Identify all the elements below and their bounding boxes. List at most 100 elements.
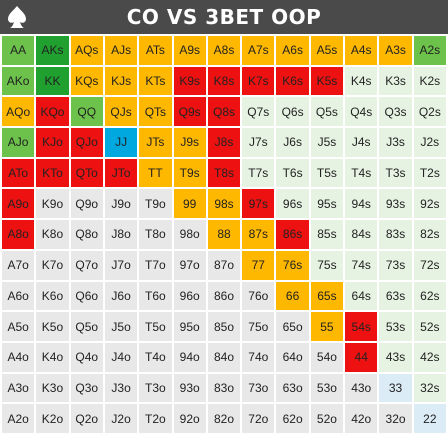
hand-cell[interactable]: 94s (345, 189, 378, 219)
hand-cell[interactable]: Q8o (70, 220, 103, 249)
hand-cell[interactable]: 93o (173, 373, 206, 403)
hand-cell[interactable]: J9o (104, 189, 138, 219)
hand-cell[interactable]: T8s (207, 158, 241, 188)
hand-cell[interactable]: J8s (207, 128, 241, 157)
hand-cell[interactable]: 95o (173, 312, 206, 341)
hand-cell[interactable]: 82s (413, 220, 446, 249)
hand-cell[interactable]: J5s (310, 128, 344, 157)
hand-cell[interactable]: 95s (310, 189, 344, 219)
hand-cell[interactable]: KQs (70, 66, 103, 96)
hand-cell[interactable]: T6o (139, 281, 172, 311)
hand-cell[interactable]: K5o (36, 312, 69, 341)
hand-cell[interactable]: KTo (36, 158, 69, 188)
hand-cell[interactable]: T3s (379, 158, 412, 188)
hand-cell[interactable]: A3o (2, 373, 35, 403)
hand-cell[interactable]: 62s (413, 281, 446, 311)
hand-cell[interactable]: Q2o (70, 404, 103, 433)
hand-cell[interactable]: 84o (207, 342, 241, 372)
hand-cell[interactable]: 73o (242, 373, 275, 403)
hand-cell[interactable]: K3s (379, 66, 412, 96)
hand-cell[interactable]: J7o (104, 250, 138, 280)
hand-cell[interactable]: Q9o (70, 189, 103, 219)
hand-cell[interactable]: J4s (345, 128, 378, 157)
hand-cell[interactable]: A4o (2, 342, 35, 372)
hand-cell[interactable]: Q7o (70, 250, 103, 280)
hand-cell[interactable]: 32o (379, 404, 412, 433)
hand-cell[interactable]: KQo (36, 97, 69, 127)
hand-cell[interactable]: 98o (173, 220, 206, 249)
hand-cell[interactable]: K2s (413, 66, 446, 96)
hand-cell[interactable]: Q9s (173, 97, 206, 127)
hand-cell[interactable]: 77 (242, 250, 275, 280)
hand-cell[interactable]: 75o (242, 312, 275, 341)
hand-cell[interactable]: J9s (173, 128, 206, 157)
hand-cell[interactable]: K6s (276, 66, 309, 96)
hand-cell[interactable]: K8o (36, 220, 69, 249)
hand-cell[interactable]: A6o (2, 281, 35, 311)
hand-cell[interactable]: J3o (104, 373, 138, 403)
hand-cell[interactable]: TT (139, 158, 172, 188)
hand-cell[interactable]: JJ (104, 128, 138, 157)
hand-cell[interactable]: J6s (276, 128, 309, 157)
hand-cell[interactable]: 52s (413, 312, 446, 341)
hand-cell[interactable]: J2s (413, 128, 446, 157)
hand-cell[interactable]: Q6o (70, 281, 103, 311)
hand-cell[interactable]: 73s (379, 250, 412, 280)
hand-cell[interactable]: A9o (2, 189, 35, 219)
hand-cell[interactable]: T2s (413, 158, 446, 188)
hand-cell[interactable]: ATs (139, 36, 172, 65)
hand-cell[interactable]: A3s (379, 36, 412, 65)
hand-cell[interactable]: 86o (207, 281, 241, 311)
hand-cell[interactable]: 96s (276, 189, 309, 219)
hand-cell[interactable]: A7s (242, 36, 275, 65)
hand-cell[interactable]: Q5o (70, 312, 103, 341)
hand-cell[interactable]: QJs (104, 97, 138, 127)
hand-cell[interactable]: J5o (104, 312, 138, 341)
hand-cell[interactable]: 93s (379, 189, 412, 219)
hand-cell[interactable]: 92s (413, 189, 446, 219)
hand-cell[interactable]: 88 (207, 220, 241, 249)
hand-cell[interactable]: A5s (310, 36, 344, 65)
hand-cell[interactable]: J6o (104, 281, 138, 311)
hand-cell[interactable]: A8s (207, 36, 241, 65)
hand-cell[interactable]: K7o (36, 250, 69, 280)
hand-cell[interactable]: T9s (173, 158, 206, 188)
hand-cell[interactable]: AKs (36, 36, 69, 65)
hand-cell[interactable]: A6s (276, 36, 309, 65)
hand-cell[interactable]: 63s (379, 281, 412, 311)
hand-cell[interactable]: 99 (173, 189, 206, 219)
hand-cell[interactable]: 74s (345, 250, 378, 280)
hand-cell[interactable]: K4s (345, 66, 378, 96)
hand-cell[interactable]: 53s (379, 312, 412, 341)
hand-cell[interactable]: JTs (139, 128, 172, 157)
hand-cell[interactable]: A2o (2, 404, 35, 433)
hand-cell[interactable]: QTs (139, 97, 172, 127)
hand-cell[interactable]: 83o (207, 373, 241, 403)
hand-cell[interactable]: 42o (345, 404, 378, 433)
hand-cell[interactable]: 85o (207, 312, 241, 341)
hand-cell[interactable]: K4o (36, 342, 69, 372)
hand-cell[interactable]: 22 (413, 404, 446, 433)
hand-cell[interactable]: 76s (276, 250, 309, 280)
hand-cell[interactable]: 62o (276, 404, 309, 433)
hand-cell[interactable]: QQ (70, 97, 103, 127)
hand-cell[interactable]: 98s (207, 189, 241, 219)
hand-cell[interactable]: 42s (413, 342, 446, 372)
hand-cell[interactable]: 97o (173, 250, 206, 280)
hand-cell[interactable]: KTs (139, 66, 172, 96)
hand-cell[interactable]: 87s (242, 220, 275, 249)
hand-cell[interactable]: JTo (104, 158, 138, 188)
hand-cell[interactable]: Q4o (70, 342, 103, 372)
hand-cell[interactable]: AQo (2, 97, 35, 127)
hand-cell[interactable]: K6o (36, 281, 69, 311)
hand-cell[interactable]: K8s (207, 66, 241, 96)
hand-cell[interactable]: 44 (345, 342, 378, 372)
hand-cell[interactable]: T5o (139, 312, 172, 341)
hand-cell[interactable]: 54s (345, 312, 378, 341)
hand-cell[interactable]: T5s (310, 158, 344, 188)
hand-cell[interactable]: K3o (36, 373, 69, 403)
hand-cell[interactable]: K5s (310, 66, 344, 96)
hand-cell[interactable]: Q2s (413, 97, 446, 127)
hand-cell[interactable]: 43o (345, 373, 378, 403)
hand-cell[interactable]: KJs (104, 66, 138, 96)
